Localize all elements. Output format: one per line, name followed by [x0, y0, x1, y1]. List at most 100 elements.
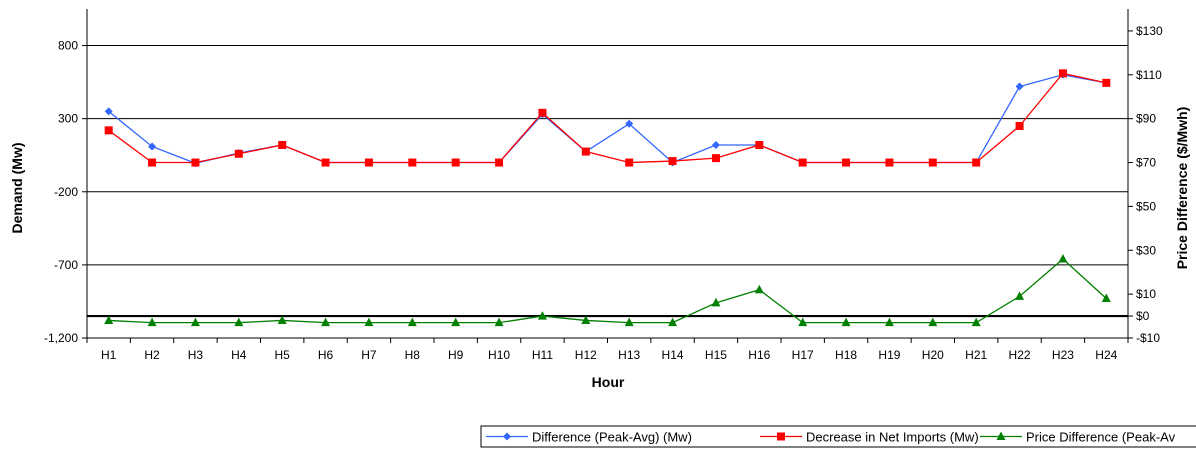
- series-1-point: [1015, 82, 1024, 91]
- y2-tick-label: $50: [1136, 199, 1156, 213]
- series-3-point: [798, 317, 808, 327]
- y2-tick-label: $110: [1136, 68, 1162, 82]
- series-2-point: [581, 147, 590, 156]
- x-tick-label: H1: [101, 348, 117, 362]
- series-2-point: [538, 108, 547, 117]
- series-2-point: [495, 158, 504, 167]
- series-3-point: [494, 317, 504, 327]
- series-2-point: [885, 158, 894, 167]
- series-3-point: [1015, 291, 1025, 300]
- series-3-point: [190, 317, 200, 327]
- x-tick-label: H21: [965, 348, 987, 362]
- y2-tick-label: $130: [1136, 24, 1163, 38]
- x-tick-label: H22: [1009, 348, 1031, 362]
- series-2-point: [364, 158, 373, 167]
- series-3-point: [537, 311, 547, 320]
- series-2-point: [625, 158, 634, 167]
- y-tick-label: 800: [58, 39, 78, 53]
- series-2-point: [928, 158, 937, 167]
- x-tick-label: H2: [144, 348, 160, 362]
- series-3-point: [364, 317, 374, 327]
- legend-swatch-marker: [996, 431, 1006, 440]
- y2-tick-label: $70: [1136, 156, 1156, 170]
- series-3-point: [624, 317, 634, 327]
- series-3-point: [277, 315, 287, 324]
- legend-swatch-marker: [503, 432, 511, 441]
- x-tick-label: H17: [792, 348, 814, 362]
- y-tick-label: -700: [54, 258, 78, 272]
- series-3-point: [451, 317, 461, 327]
- series-3-point: [754, 284, 764, 294]
- series-3-point: [841, 317, 851, 327]
- series-2-point: [451, 158, 460, 167]
- y2-tick-label: $0: [1136, 309, 1150, 323]
- series-line-2: [108, 72, 1107, 164]
- y2-tick-label: $10: [1136, 287, 1156, 301]
- series-2-point: [711, 154, 720, 163]
- legend: Difference (Peak-Avg) (Mw) Decrease in Ne…: [480, 425, 1196, 448]
- x-tick-label: H11: [532, 348, 553, 362]
- series-3-point: [581, 315, 591, 324]
- x-tick-label: H23: [1052, 348, 1074, 362]
- series-3-point: [1101, 293, 1111, 303]
- series-2-point: [842, 158, 851, 167]
- y2-tick-label: $90: [1136, 112, 1156, 126]
- series-2-point: [278, 140, 287, 149]
- x-tick-label: H7: [361, 348, 377, 362]
- x-tick-label: H16: [748, 348, 770, 362]
- series-3-point: [147, 317, 157, 327]
- series-2-point: [321, 158, 330, 167]
- series-3-point: [321, 317, 331, 327]
- legend-label: Difference (Peak-Avg) (Mw): [532, 430, 692, 445]
- series-2-point: [408, 158, 417, 167]
- series-1-point: [104, 107, 113, 116]
- y-tick-label: -1,200: [44, 331, 78, 345]
- series-3-point: [1058, 254, 1068, 263]
- x-axis-title: Hour: [592, 374, 625, 390]
- x-tick-label: H18: [835, 348, 857, 362]
- y2-axis-title: Price Difference ($/Mwh): [1174, 107, 1190, 270]
- x-tick-label: H12: [575, 348, 597, 362]
- series-1-point: [625, 119, 634, 128]
- x-tick-label: H15: [705, 348, 727, 362]
- series-2-point: [972, 158, 981, 167]
- series-1-point: [711, 140, 720, 149]
- x-tick-label: H14: [662, 348, 684, 362]
- series-2-point: [755, 140, 764, 149]
- series-2-point: [104, 126, 113, 135]
- y-axis-title: Demand (Mw): [9, 143, 25, 234]
- series-3-point: [928, 317, 938, 327]
- series-3-point: [104, 315, 114, 324]
- series-2-point: [1102, 78, 1111, 87]
- series-3-point: [971, 317, 981, 327]
- series-2-point: [798, 158, 807, 167]
- x-tick-label: H13: [618, 348, 640, 362]
- x-tick-label: H6: [318, 348, 334, 362]
- plot-area: 800 300 -200 -700 -1,200 $130 $110 $90 $70 $50 $30…: [44, 9, 1163, 362]
- series-3-point: [668, 317, 678, 327]
- series-2-point: [668, 157, 677, 166]
- legend-label: Price Difference (Peak-Av: [1026, 430, 1176, 445]
- x-tick-label: H24: [1095, 348, 1117, 362]
- series-1-point: [148, 142, 157, 151]
- y2-tick-label: -$10: [1136, 331, 1160, 345]
- x-tick-label: H3: [188, 348, 204, 362]
- series-2-point: [234, 149, 243, 158]
- x-tick-label: H5: [275, 348, 291, 362]
- series-3-point: [234, 317, 244, 327]
- y2-tick-label: $30: [1136, 243, 1156, 257]
- legend-box: [480, 425, 1196, 448]
- series-2-point: [148, 158, 157, 167]
- series-2-point: [1058, 69, 1067, 78]
- x-tick-label: H8: [405, 348, 421, 362]
- x-tick-label: H9: [448, 348, 464, 362]
- x-tick-label: H20: [922, 348, 944, 362]
- y-tick-label: -200: [54, 185, 78, 199]
- x-tick-label: H10: [488, 348, 510, 362]
- x-tick-label: H19: [878, 348, 900, 362]
- legend-swatch-marker: [777, 432, 785, 441]
- series-3-point: [407, 317, 417, 327]
- x-tick-label: H4: [231, 348, 247, 362]
- legend-label: Decrease in Net Imports (Mw): [806, 430, 979, 445]
